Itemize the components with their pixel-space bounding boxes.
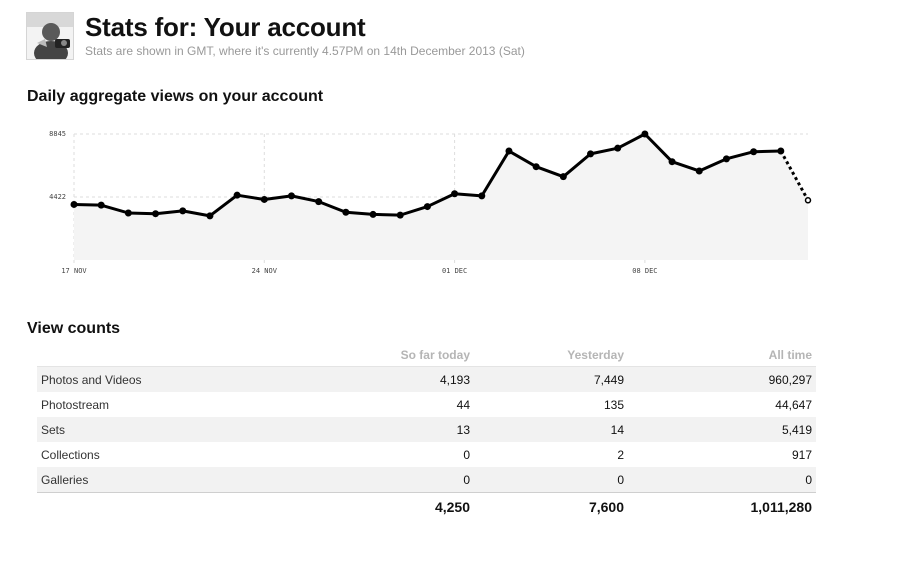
x-tick-label: 24 NOV [252, 267, 278, 275]
chart-y-ticks: 4422 8845 [49, 130, 66, 201]
cell-all-time: 5,419 [624, 417, 816, 442]
cell-yesterday: 0 [470, 467, 624, 493]
table-row[interactable]: Sets 13 14 5,419 [37, 417, 816, 442]
view-counts-table: So far today Yesterday All time Photos a… [37, 344, 816, 521]
cell-today: 0 [463, 447, 470, 462]
chart-data-point[interactable] [804, 197, 812, 204]
table-row[interactable]: Collections 0 2 917 [37, 442, 816, 467]
y-tick-label: 8845 [49, 130, 66, 138]
chart-x-ticks: 17 NOV 24 NOV 01 DEC 08 DEC [61, 267, 657, 275]
cell-all-time: 44,647 [775, 397, 812, 412]
column-header-today: So far today [317, 344, 470, 367]
total-yesterday: 7,600 [470, 492, 624, 521]
table-row[interactable]: Galleries 0 0 0 [37, 467, 816, 493]
chart-data-point[interactable] [478, 192, 486, 200]
chart-data-point[interactable] [451, 190, 459, 198]
chart-data-point[interactable] [233, 191, 241, 199]
chart-data-point[interactable] [287, 192, 295, 200]
cell-today: 44 [456, 397, 470, 412]
totals-label-blank [37, 492, 317, 521]
chart-data-point[interactable] [152, 210, 160, 218]
column-header-blank [37, 344, 317, 367]
chart-data-point[interactable] [97, 201, 105, 209]
chart-data-point[interactable] [260, 195, 268, 203]
x-tick-label: 17 NOV [61, 267, 87, 275]
chart-data-point[interactable] [342, 208, 350, 216]
x-tick-label: 08 DEC [632, 267, 657, 275]
cell-all-time: 0 [624, 467, 816, 493]
chart-data-point[interactable] [423, 203, 431, 211]
chart-data-point[interactable] [722, 155, 730, 163]
chart-data-point[interactable] [505, 147, 513, 155]
total-today: 4,250 [317, 492, 470, 521]
table-row[interactable]: Photostream 44 135 44,647 [37, 392, 816, 417]
row-label[interactable]: Collections [41, 447, 100, 462]
row-label[interactable]: Sets [37, 417, 317, 442]
total-all-time: 1,011,280 [624, 492, 816, 521]
column-header-yesterday: Yesterday [470, 344, 624, 367]
cell-yesterday: 7,449 [470, 366, 624, 392]
chart-data-point[interactable] [532, 163, 540, 171]
totals-row: 4,250 7,600 1,011,280 [37, 492, 816, 521]
chart-area-fill [74, 134, 808, 260]
avatar-photo-icon [27, 13, 73, 59]
chart-data-point[interactable] [695, 167, 703, 175]
daily-views-heading: Daily aggregate views on your account [27, 88, 324, 105]
chart-data-point[interactable] [641, 130, 649, 138]
cell-yesterday: 14 [470, 417, 624, 442]
chart-points [70, 130, 812, 220]
row-label[interactable]: Galleries [37, 467, 317, 493]
chart-data-point[interactable] [206, 212, 214, 220]
chart-data-point[interactable] [614, 144, 622, 152]
row-label[interactable]: Photostream [41, 397, 110, 412]
cell-today: 0 [317, 467, 470, 493]
view-counts-heading: View counts [27, 320, 121, 337]
cell-all-time: 917 [791, 447, 812, 462]
x-tick-label: 01 DEC [442, 267, 467, 275]
cell-yesterday: 135 [603, 397, 624, 412]
row-label[interactable]: Photos and Videos [37, 366, 317, 392]
chart-data-point[interactable] [315, 198, 323, 206]
column-header-all-time: All time [624, 344, 816, 367]
cell-yesterday: 2 [617, 447, 624, 462]
chart-data-point[interactable] [396, 211, 404, 219]
chart-data-point[interactable] [124, 209, 132, 217]
cell-all-time: 960,297 [624, 366, 816, 392]
cell-today: 13 [317, 417, 470, 442]
chart-data-point[interactable] [668, 158, 676, 166]
daily-views-chart[interactable]: 4422 8845 17 NOV 24 NOV 01 DEC 08 DEC [0, 118, 897, 288]
table-header-row: So far today Yesterday All time [37, 344, 816, 367]
page-title: Stats for: Your account [85, 12, 366, 42]
chart-data-point[interactable] [70, 200, 78, 208]
chart-data-point[interactable] [559, 173, 567, 181]
cell-today: 4,193 [317, 366, 470, 392]
chart-data-point[interactable] [369, 210, 377, 218]
chart-data-point[interactable] [587, 150, 595, 158]
timezone-note: Stats are shown in GMT, where it's curre… [85, 44, 525, 58]
y-tick-label: 4422 [49, 193, 66, 201]
chart-data-point[interactable] [750, 148, 758, 156]
chart-canvas: 4422 8845 17 NOV 24 NOV 01 DEC 08 DEC [49, 130, 812, 275]
chart-data-point[interactable] [777, 147, 785, 155]
buddy-icon-avatar[interactable] [26, 12, 74, 60]
chart-data-point[interactable] [179, 207, 187, 215]
table-row[interactable]: Photos and Videos 4,193 7,449 960,297 [37, 366, 816, 392]
